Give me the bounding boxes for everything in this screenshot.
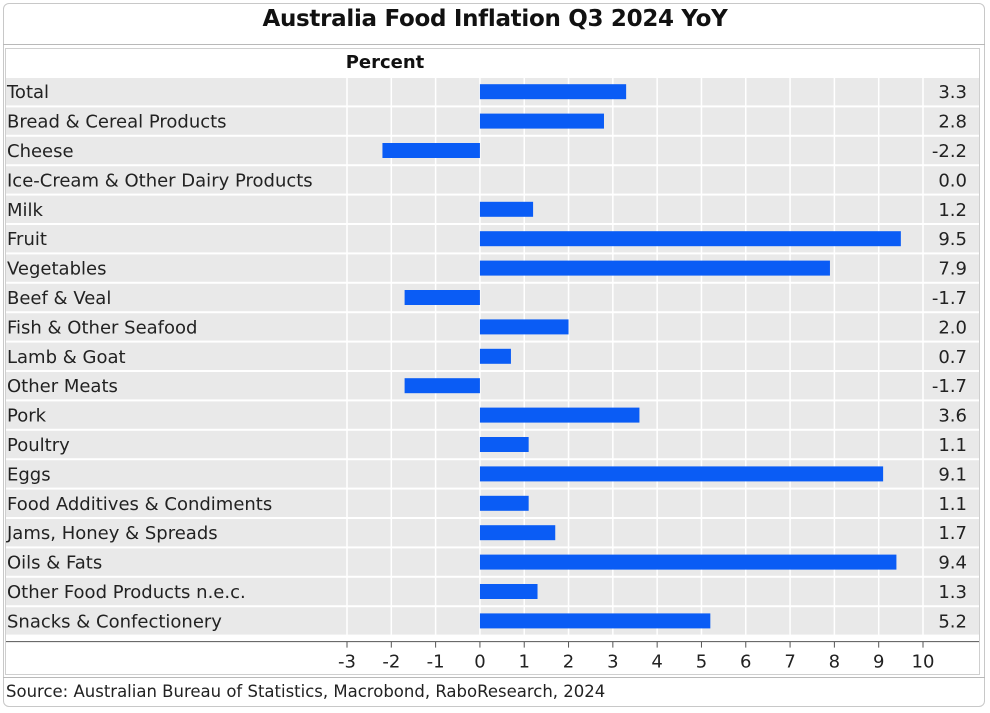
value-label: 1.1 [938,435,967,456]
value-label: 3.6 [938,406,967,427]
category-label: Total [6,82,49,103]
chart-title: Australia Food Inflation Q3 2024 YoY [262,6,728,32]
x-tick-label: 7 [784,652,795,673]
category-label: Poultry [7,435,70,456]
bar [479,466,884,482]
value-label: 1.2 [938,200,967,221]
row-stripe [6,372,979,400]
x-axis: -3 -2 -1 0 1 2 3 4 5 6 7 8 9 10 [6,641,979,673]
x-tick-label: 10 [912,652,935,673]
bar [479,437,529,452]
category-label: Food Additives & Condiments [7,494,272,515]
bar [479,495,529,511]
value-label: 2.0 [938,317,967,338]
bar [382,143,480,158]
category-label: Cheese [7,141,74,162]
category-label: Fish & Other Seafood [7,317,197,338]
value-label: 1.3 [938,582,967,603]
x-tick-label: 8 [829,652,840,673]
bar [479,260,830,276]
category-label: Beef & Veal [7,288,111,309]
category-label: Oils & Fats [7,553,102,574]
category-label: Pork [7,406,47,427]
category-label: Lamb & Goat [7,347,126,368]
category-label: Bread & Cereal Products [7,112,227,133]
category-label: Snacks & Confectionery [7,611,222,632]
bar [479,84,627,100]
value-label: 0.7 [938,347,967,368]
x-tick-label: -2 [382,652,400,673]
row-stripes [6,78,979,635]
bar [404,378,480,394]
row-stripe [6,166,979,194]
source-note: Source: Australian Bureau of Statistics,… [6,682,606,701]
x-tick-label: 0 [474,652,485,673]
x-tick-label: 9 [873,652,884,673]
value-label: 1.7 [938,523,967,544]
row-stripe [6,283,979,312]
category-label: Milk [7,200,44,221]
bar [479,201,534,217]
category-label: Vegetables [7,259,106,280]
value-label: 7.9 [938,259,967,280]
x-tick-label: 3 [607,652,618,673]
category-label: Other Food Products n.e.c. [7,582,246,603]
value-label: 2.8 [938,112,967,133]
category-label: Other Meats [7,376,118,397]
row-stripe [6,136,979,165]
bar [479,319,569,335]
x-tick-label: 1 [519,652,530,673]
category-label: Ice-Cream & Other Dairy Products [7,170,313,191]
x-tick-label: 6 [740,652,751,673]
value-labels: 3.3 2.8 -2.2 0.0 1.2 9.5 7.9 -1.7 2.0 0.7 -1.7 3.6 1… [932,82,967,632]
category-labels: Total Bread & Cereal Products Cheese Ice-Cr… [6,82,313,632]
category-label: Eggs [7,464,51,485]
value-label: 5.2 [938,611,967,632]
x-tick-label: 5 [696,652,707,673]
x-tick-label: -1 [427,652,445,673]
value-label: 1.1 [938,494,967,515]
value-header: Percent [346,52,425,73]
bars [382,84,901,629]
value-label: 9.5 [938,229,967,250]
bar [479,613,711,629]
value-label: -2.2 [932,141,967,162]
bar [479,407,640,423]
bar [479,231,901,247]
category-label: Fruit [7,229,47,250]
bar [404,290,480,305]
value-label: -1.7 [932,288,967,309]
bar [479,584,538,599]
value-label: 3.3 [938,82,967,103]
x-tick-label: 2 [563,652,574,673]
bar [479,348,511,364]
value-label: 9.4 [938,553,967,574]
bar [479,113,604,129]
title-divider [3,44,985,45]
x-tick-label: -3 [338,652,356,673]
value-label: 9.1 [938,464,967,485]
x-tick-label: 4 [651,652,662,673]
gridlines [346,78,924,637]
chart-plot-border [5,48,980,675]
value-label: 0.0 [938,170,967,191]
bar [479,554,897,570]
source-divider [3,677,985,678]
bar [479,525,556,541]
value-label: -1.7 [932,376,967,397]
category-label: Jams, Honey & Spreads [6,523,218,544]
